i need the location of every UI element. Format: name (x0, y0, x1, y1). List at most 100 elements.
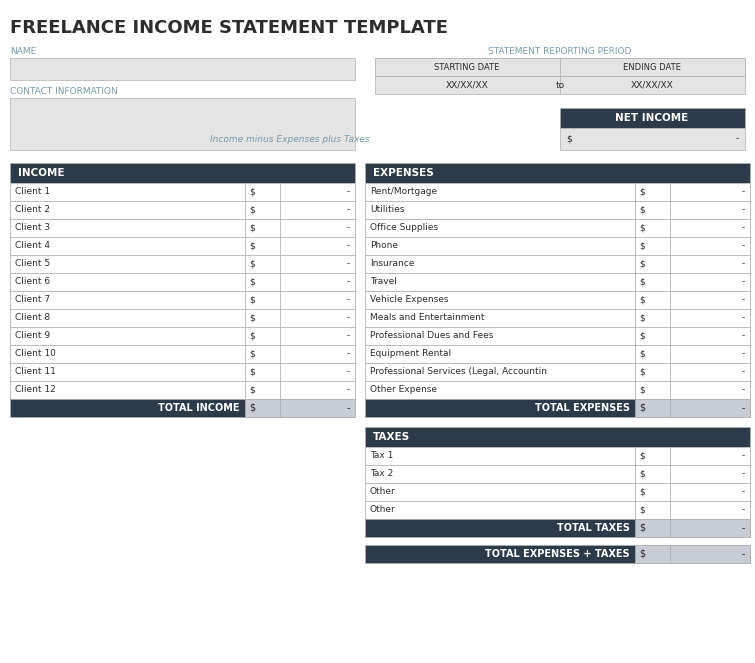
Bar (245, 183, 280, 201)
Text: TOTAL EXPENSES: TOTAL EXPENSES (535, 403, 630, 413)
Text: TOTAL TAXES: TOTAL TAXES (557, 523, 630, 533)
Text: $: $ (639, 549, 645, 559)
Text: STARTING DATE: STARTING DATE (434, 62, 500, 72)
Bar (245, 399, 280, 417)
Text: Client 7: Client 7 (15, 296, 50, 304)
Text: -: - (347, 259, 350, 269)
Bar (365, 363, 750, 381)
Text: $: $ (639, 487, 645, 497)
Bar (280, 291, 355, 309)
Bar (365, 363, 635, 381)
Bar (10, 273, 355, 291)
Bar (10, 327, 355, 345)
Bar (10, 399, 355, 417)
Bar (670, 183, 750, 201)
Bar (10, 255, 245, 273)
Text: $: $ (639, 349, 645, 359)
Bar (670, 237, 750, 255)
Bar (365, 501, 635, 519)
Text: -: - (741, 332, 745, 341)
Text: -: - (347, 296, 350, 304)
Bar (375, 58, 745, 76)
Text: $: $ (639, 296, 645, 304)
Bar (365, 345, 750, 363)
Text: Other: Other (370, 487, 396, 497)
Bar (10, 327, 245, 345)
Text: Equipment Rental: Equipment Rental (370, 349, 451, 359)
Bar (245, 273, 280, 291)
Text: -: - (741, 523, 745, 533)
Bar (635, 545, 670, 563)
Bar (10, 345, 355, 363)
Text: -: - (347, 332, 350, 341)
Bar (10, 291, 245, 309)
Bar (365, 183, 750, 201)
Bar (365, 273, 635, 291)
Bar (635, 273, 670, 291)
Text: -: - (347, 241, 350, 251)
Text: $: $ (639, 469, 645, 479)
Bar (635, 519, 670, 537)
Bar (365, 309, 635, 327)
Bar (10, 309, 355, 327)
Text: -: - (741, 206, 745, 215)
Text: ENDING DATE: ENDING DATE (623, 62, 681, 72)
Bar (280, 201, 355, 219)
Bar (245, 237, 280, 255)
Text: Other: Other (370, 505, 396, 514)
Bar (635, 399, 670, 417)
Text: TOTAL EXPENSES + TAXES: TOTAL EXPENSES + TAXES (485, 549, 630, 559)
Text: $: $ (566, 135, 572, 143)
Bar (635, 483, 670, 501)
Text: Utilities: Utilities (370, 206, 405, 215)
Text: Vehicle Expenses: Vehicle Expenses (370, 296, 448, 304)
Bar (365, 465, 750, 483)
Bar (365, 381, 635, 399)
Text: Client 8: Client 8 (15, 314, 50, 322)
Text: -: - (347, 385, 350, 394)
Bar (670, 501, 750, 519)
Bar (10, 273, 245, 291)
Text: Client 2: Client 2 (15, 206, 50, 215)
Bar (245, 309, 280, 327)
Bar (635, 219, 670, 237)
Text: $: $ (639, 241, 645, 251)
Text: Tax 2: Tax 2 (370, 469, 393, 479)
Text: NAME: NAME (10, 48, 36, 56)
Text: -: - (741, 403, 745, 413)
Text: STATEMENT REPORTING PERIOD: STATEMENT REPORTING PERIOD (488, 48, 632, 56)
Text: -: - (741, 487, 745, 497)
Bar (10, 163, 355, 183)
Text: -: - (741, 278, 745, 286)
Text: Client 12: Client 12 (15, 385, 56, 394)
Bar (365, 255, 750, 273)
Text: Client 11: Client 11 (15, 367, 56, 377)
Bar (365, 545, 750, 563)
Text: -: - (741, 505, 745, 514)
Text: -: - (741, 367, 745, 377)
Text: NET INCOME: NET INCOME (615, 113, 689, 123)
Bar (10, 363, 245, 381)
Text: Client 5: Client 5 (15, 259, 50, 269)
Bar (245, 291, 280, 309)
Bar (365, 501, 750, 519)
Text: -: - (347, 367, 350, 377)
Text: Client 9: Client 9 (15, 332, 50, 341)
Bar (635, 237, 670, 255)
Text: Professional Dues and Fees: Professional Dues and Fees (370, 332, 493, 341)
Text: -: - (347, 403, 350, 413)
Bar (365, 219, 750, 237)
Text: -: - (347, 349, 350, 359)
Bar (10, 291, 355, 309)
Bar (560, 76, 745, 94)
Bar (10, 183, 245, 201)
Bar (280, 345, 355, 363)
Text: $: $ (639, 278, 645, 286)
Bar (245, 219, 280, 237)
Text: Office Supplies: Office Supplies (370, 223, 438, 233)
Bar (280, 309, 355, 327)
Bar (10, 201, 245, 219)
Bar (365, 427, 750, 447)
Text: -: - (741, 549, 745, 559)
Text: -: - (741, 241, 745, 251)
